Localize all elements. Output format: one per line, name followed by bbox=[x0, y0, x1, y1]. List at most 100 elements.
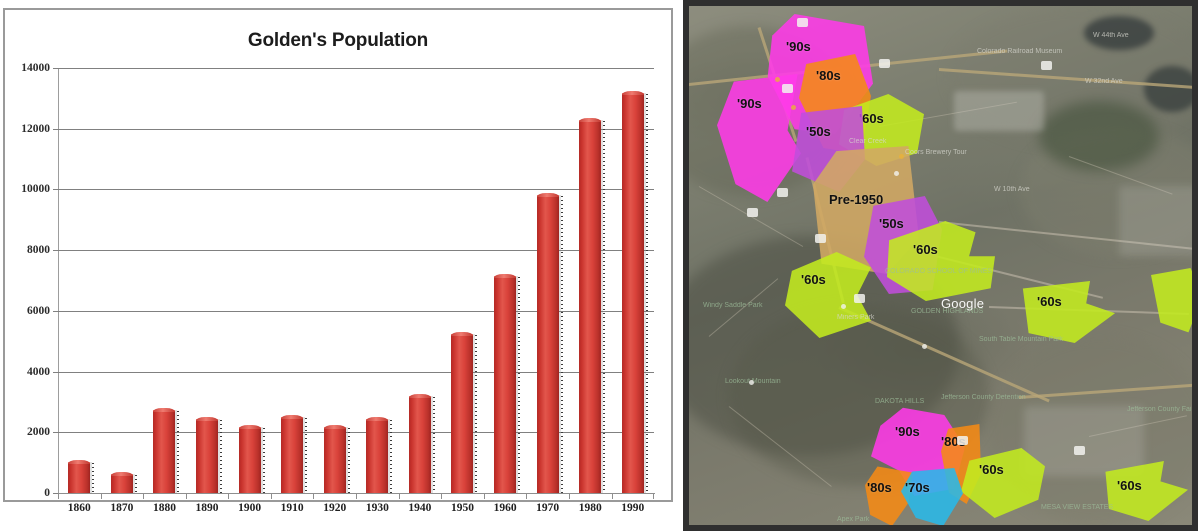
chart-bars bbox=[58, 68, 655, 494]
era-polygon-60s[interactable] bbox=[1022, 281, 1115, 343]
era-label: '50s bbox=[879, 216, 904, 231]
chart-title: Golden's Population bbox=[247, 30, 429, 51]
poi-marker-icon[interactable] bbox=[841, 304, 846, 309]
x-axis-tick-mark bbox=[398, 494, 442, 500]
bar[interactable] bbox=[451, 332, 478, 493]
route-shield-icon bbox=[815, 234, 826, 243]
x-axis-tick-mark bbox=[441, 494, 484, 500]
era-label: '60s bbox=[859, 111, 884, 126]
y-axis-tick-mark bbox=[53, 68, 58, 69]
poi-marker-icon[interactable] bbox=[749, 380, 754, 385]
x-axis-tick-mark bbox=[228, 494, 271, 500]
bar-slot bbox=[271, 68, 314, 494]
era-label: '80s bbox=[816, 68, 841, 83]
era-label: '80s bbox=[867, 480, 892, 495]
route-shield-icon bbox=[777, 188, 788, 197]
era-label: '60s bbox=[801, 272, 826, 287]
era-label: '50s bbox=[806, 124, 831, 139]
bar[interactable] bbox=[153, 408, 180, 493]
x-axis-tick-label: 1980 bbox=[578, 502, 602, 514]
x-axis-tick-mark bbox=[483, 494, 527, 500]
era-label: '70s bbox=[905, 480, 930, 495]
bar[interactable] bbox=[621, 90, 648, 494]
map-place-label: South Table Mountain Park bbox=[979, 336, 1063, 343]
map-place-label: Coors Brewery Tour bbox=[905, 149, 967, 156]
bar[interactable] bbox=[110, 471, 137, 494]
x-axis-tick-mark bbox=[313, 494, 356, 500]
era-polygon-60s[interactable] bbox=[1151, 268, 1192, 333]
poi-marker-icon[interactable] bbox=[899, 154, 904, 159]
bar-slot bbox=[484, 68, 527, 493]
bar[interactable] bbox=[536, 192, 563, 493]
bar[interactable] bbox=[323, 425, 350, 493]
map-place-label: Jefferson County Fairgrounds bbox=[1127, 406, 1192, 413]
y-axis-tick-label: 6000 bbox=[27, 304, 50, 317]
x-axis-tick-label: 1910 bbox=[280, 502, 304, 514]
y-axis-tick-label: 2000 bbox=[27, 426, 50, 439]
y-axis-tick-mark bbox=[53, 371, 58, 373]
bar-slot bbox=[356, 68, 399, 494]
y-axis-tick-mark bbox=[53, 310, 58, 312]
bar[interactable] bbox=[494, 274, 521, 493]
bar-slot bbox=[186, 68, 229, 493]
route-shield-icon bbox=[797, 18, 808, 27]
route-shield-icon bbox=[1074, 446, 1085, 455]
route-shield-icon bbox=[854, 294, 865, 303]
bar-slot bbox=[526, 68, 569, 493]
bar-slot bbox=[313, 68, 356, 493]
gridline bbox=[58, 432, 654, 434]
era-label: '90s bbox=[737, 96, 762, 111]
bar[interactable] bbox=[579, 118, 606, 493]
chart-plot-area: 14000 12000 10000 8000 6000 4000 2000 0 bbox=[21, 62, 655, 499]
y-axis-tick-label: 4000 bbox=[27, 365, 50, 378]
bar-slot bbox=[441, 68, 484, 493]
bar[interactable] bbox=[281, 414, 308, 494]
bar[interactable] bbox=[408, 394, 435, 493]
terrain-vegetation bbox=[1039, 101, 1159, 171]
y-axis-tick-mark bbox=[53, 493, 58, 494]
gridline bbox=[58, 189, 654, 191]
map-place-label: W 32nd Ave bbox=[1085, 78, 1123, 85]
x-axis-tick-label: 1940 bbox=[408, 502, 432, 514]
y-axis-tick-label: 10000 bbox=[21, 183, 50, 196]
bar[interactable] bbox=[366, 416, 393, 494]
bar-slot bbox=[569, 68, 612, 493]
x-axis-tick-mark bbox=[185, 494, 229, 500]
era-label: '60s bbox=[1117, 478, 1142, 493]
map-place-label: Apex Park bbox=[837, 516, 870, 523]
era-polygon-70s[interactable] bbox=[901, 468, 963, 525]
poi-marker-icon[interactable] bbox=[791, 105, 796, 110]
y-axis-tick-label: 14000 bbox=[21, 62, 50, 74]
x-axis-tick-mark bbox=[356, 494, 399, 500]
x-axis-tick-label: 1900 bbox=[238, 502, 262, 514]
x-axis-tick-label: 1930 bbox=[365, 502, 389, 514]
map-place-label: W 44th Ave bbox=[1093, 32, 1129, 39]
bar[interactable] bbox=[196, 417, 223, 493]
map-place-label: DAKOTA HILLS bbox=[875, 398, 925, 405]
x-axis-tick-mark bbox=[270, 494, 314, 500]
bar[interactable] bbox=[68, 459, 95, 494]
map-place-label: Miners Park bbox=[837, 314, 875, 321]
x-axis-tick-mark bbox=[100, 494, 144, 500]
bar[interactable] bbox=[238, 424, 265, 494]
route-shield-icon bbox=[782, 84, 793, 93]
y-axis-tick-mark bbox=[53, 250, 58, 252]
era-label: '60s bbox=[913, 242, 938, 257]
poi-marker-icon[interactable] bbox=[894, 171, 899, 176]
y-axis-line bbox=[58, 68, 59, 493]
x-axis-tick-label: 1960 bbox=[493, 502, 517, 514]
bar-slot bbox=[612, 68, 655, 494]
chart-gridlines: 14000 12000 10000 8000 6000 4000 2000 0 bbox=[21, 62, 654, 499]
x-axis-ticks bbox=[58, 494, 654, 500]
era-label: Pre-1950 bbox=[829, 192, 884, 207]
poi-marker-icon[interactable] bbox=[775, 77, 780, 82]
golden-growth-map-panel[interactable]: '90s '80s '60s '90s '50s Pre-1950 '50s '… bbox=[683, 0, 1198, 531]
terrain-water bbox=[1144, 66, 1192, 112]
satellite-map-image[interactable]: '90s '80s '60s '90s '50s Pre-1950 '50s '… bbox=[689, 6, 1192, 525]
x-axis-tick-label: 1990 bbox=[621, 502, 645, 514]
urban-texture bbox=[1024, 406, 1144, 476]
x-axis-labels: 1860 1870 1880 1890 1900 1910 1920 1930 1940 1950… bbox=[58, 502, 654, 514]
bar-slot bbox=[228, 68, 271, 494]
poi-marker-icon[interactable] bbox=[922, 344, 927, 349]
